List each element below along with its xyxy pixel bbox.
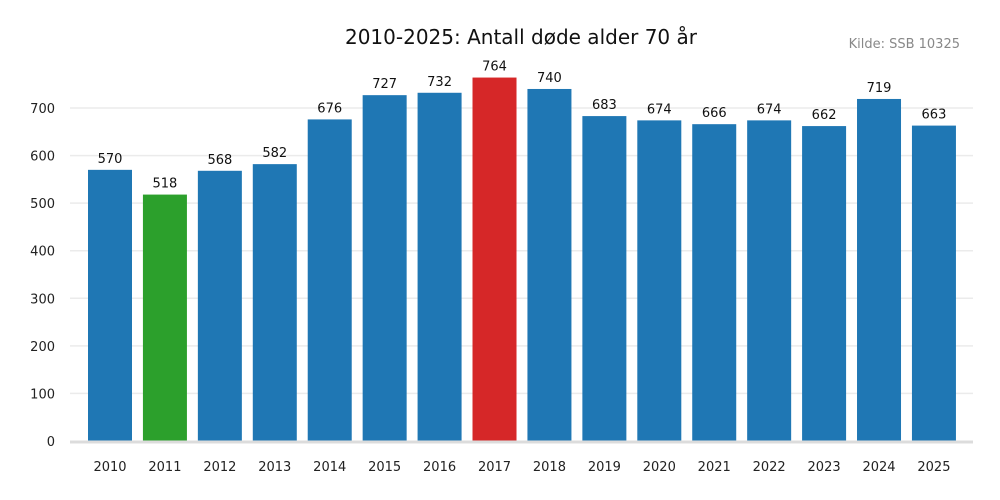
bar-2018 — [527, 88, 572, 441]
y-tick-label: 500 — [30, 197, 55, 212]
chart-title: 2010-2025: Antall døde alder 70 år — [345, 25, 698, 49]
y-tick-label: 700 — [30, 102, 55, 117]
bar-2010 — [88, 169, 132, 442]
y-tick-label: 300 — [30, 292, 55, 307]
x-tick-label: 2025 — [917, 460, 950, 475]
data-label: 568 — [207, 153, 232, 168]
x-tick-label: 2018 — [533, 460, 566, 475]
bar-2016 — [417, 92, 462, 441]
data-label: 570 — [98, 152, 123, 167]
x-tick-label: 2016 — [423, 460, 456, 475]
data-label: 676 — [317, 101, 342, 116]
x-tick-label: 2023 — [808, 460, 841, 475]
bar-2015 — [362, 95, 407, 442]
data-label: 582 — [262, 146, 287, 161]
data-label: 740 — [537, 71, 562, 86]
source-label: Kilde: SSB 10325 — [849, 37, 960, 52]
x-tick-label: 2015 — [368, 460, 401, 475]
data-label: 674 — [757, 102, 782, 117]
x-tick-label: 2019 — [588, 460, 621, 475]
data-label: 764 — [482, 60, 507, 75]
data-label: 518 — [153, 177, 178, 192]
x-tick-label: 2011 — [148, 460, 181, 475]
bar-2011 — [142, 194, 187, 441]
bar-2012 — [197, 170, 242, 441]
bar-2017 — [472, 77, 517, 441]
bar-2013 — [252, 164, 297, 442]
bar-2014 — [307, 119, 352, 441]
x-tick-label: 2012 — [203, 460, 236, 475]
x-tick-label: 2014 — [313, 460, 346, 475]
data-label: 683 — [592, 98, 617, 113]
data-label: 666 — [702, 106, 727, 121]
y-tick-label: 200 — [30, 340, 55, 355]
bar-2025 — [911, 125, 956, 441]
bar-2019 — [582, 116, 627, 441]
y-tick-label: 600 — [30, 150, 55, 165]
data-label: 732 — [427, 75, 452, 90]
y-tick-label: 100 — [30, 387, 55, 402]
x-tick-label: 2022 — [753, 460, 786, 475]
x-tick-label: 2020 — [643, 460, 676, 475]
data-label: 719 — [867, 81, 892, 96]
bar-2024 — [857, 98, 902, 441]
data-label: 663 — [922, 108, 947, 123]
bar-2022 — [747, 120, 792, 442]
data-label: 662 — [812, 108, 837, 123]
bar-2021 — [692, 124, 737, 441]
data-label: 727 — [372, 77, 397, 92]
x-tick-label: 2010 — [93, 460, 126, 475]
data-label: 674 — [647, 102, 672, 117]
bar-2020 — [637, 120, 682, 442]
y-tick-label: 0 — [47, 435, 55, 450]
x-tick-label: 2024 — [862, 460, 895, 475]
x-tick-label: 2013 — [258, 460, 291, 475]
y-tick-label: 400 — [30, 245, 55, 260]
x-tick-label: 2017 — [478, 460, 511, 475]
x-tick-label: 2021 — [698, 460, 731, 475]
bar-2023 — [802, 126, 847, 441]
